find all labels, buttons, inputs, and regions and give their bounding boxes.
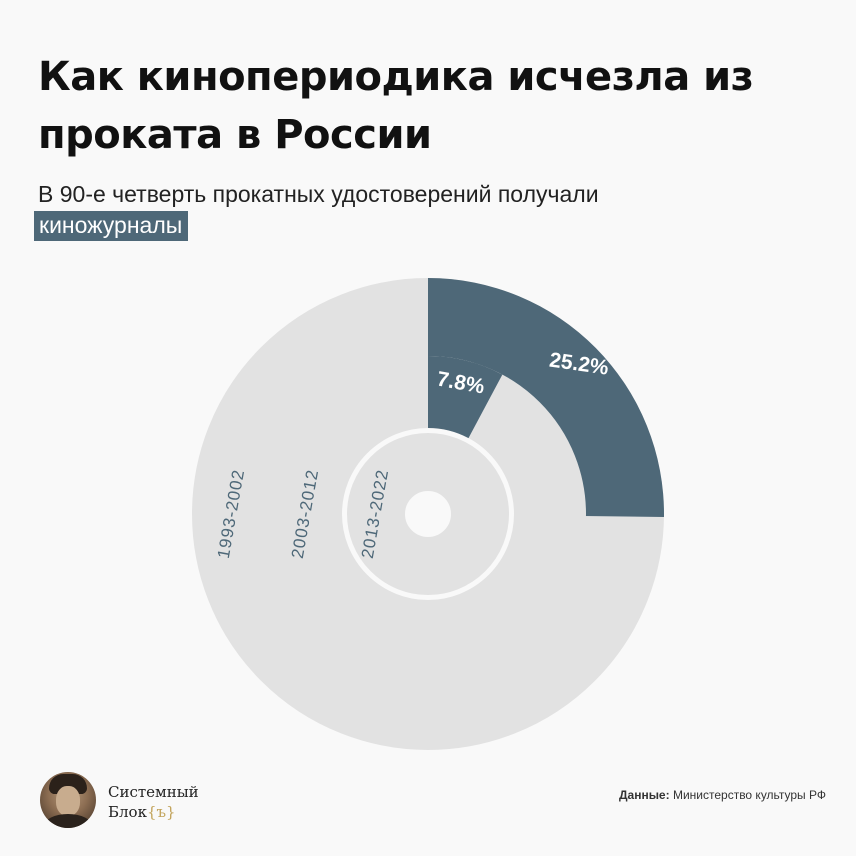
source-value: Министерство культуры РФ (672, 788, 826, 802)
logo-avatar (40, 772, 96, 828)
ring-2003-2012 (270, 356, 586, 672)
chart-subtitle: В 90-е четверть прокатных удостоверений … (38, 181, 599, 207)
brand-line1: Системный (108, 783, 199, 801)
bar-2003-2012 (428, 356, 503, 439)
data-source: Данные: Министерство культуры РФ (619, 788, 826, 802)
portrait-icon (40, 772, 96, 828)
brand-logo: Системный Блок{ъ} (108, 782, 199, 822)
chart-title: Как кинопериодика исчезла из проката в Р… (38, 54, 754, 158)
subtitle-highlight: киножурналы (34, 211, 189, 241)
source-label: Данные: (618, 788, 670, 802)
brand-brace: {ъ} (146, 803, 176, 821)
ring-2013-2022 (347, 433, 509, 595)
brand-line2: Блок (108, 803, 147, 821)
bar-1993-2002 (428, 278, 664, 517)
